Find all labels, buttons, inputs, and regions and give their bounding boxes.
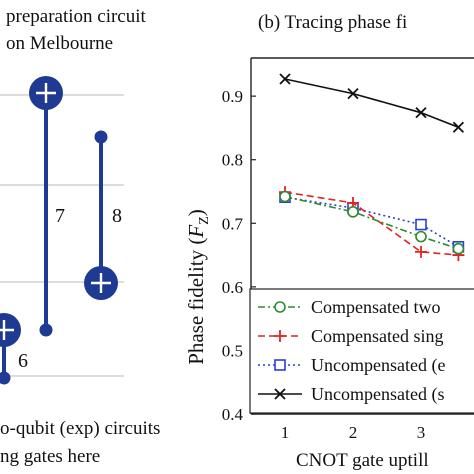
- circuit-title-line2: on Melbourne: [6, 33, 113, 54]
- series-line: [284, 195, 459, 250]
- series-cross: [279, 73, 465, 133]
- legend-marker: [274, 359, 286, 371]
- y-tick-label: 0.8: [222, 151, 243, 170]
- y-axis-label-symbol: F: [184, 225, 208, 239]
- circuit-title-line1: preparation circuit: [6, 6, 147, 27]
- legend-box: [249, 288, 474, 414]
- series-plus: [279, 186, 465, 262]
- control-dot: [39, 323, 53, 337]
- circuit-footer-line2: ng gates here: [0, 446, 100, 467]
- y-tick-label: 0.7: [222, 214, 244, 233]
- y-tick-label: 0.9: [222, 87, 243, 106]
- series-line: [284, 78, 459, 129]
- legend-marker: [274, 301, 286, 313]
- legend: Compensated two Compensated sing Uncompens…: [249, 288, 474, 414]
- legend-label: Uncompensated (e: [311, 355, 445, 376]
- series-square: [279, 191, 465, 253]
- legend-label: Uncompensated (s: [311, 384, 444, 405]
- circuit-panel: preparation circuit on Melbourne 7 8: [0, 6, 160, 467]
- control-dot: [0, 371, 11, 385]
- y-tick-label: 0.5: [222, 341, 243, 360]
- x-axis-label: CNOT gate uptill: [296, 450, 429, 471]
- data-point: [347, 206, 359, 218]
- x-tick-label: 2: [349, 423, 358, 442]
- y-tick-label: 0.4: [222, 405, 244, 424]
- cnot-gate-6: [0, 313, 21, 385]
- y-axis-label-close: ): [184, 209, 208, 216]
- cnot-gate-7: [29, 76, 63, 337]
- data-point: [415, 230, 427, 243]
- series-line: [284, 191, 459, 256]
- x-tick-label: 3: [417, 423, 426, 442]
- gate-number-7: 7: [55, 205, 65, 227]
- legend-label: Compensated sing: [311, 326, 444, 346]
- y-tick-label: 0.6: [222, 278, 243, 297]
- data-point: [279, 190, 291, 203]
- data-point: [279, 73, 291, 85]
- control-dot: [94, 130, 108, 144]
- series-line: [284, 196, 459, 248]
- legend-marker: [274, 330, 286, 342]
- legend-label: Compensated two: [311, 297, 440, 317]
- circuit-footer-line1: o-qubit (exp) circuits: [0, 418, 160, 439]
- data-point: [415, 245, 427, 258]
- chart-panel-label: (b) Tracing phase fi: [258, 12, 407, 33]
- data-point: [347, 87, 359, 100]
- y-axis-label-subscript: Z: [197, 216, 212, 225]
- gate-number-6: 6: [18, 350, 28, 372]
- data-point: [415, 218, 427, 231]
- legend-marker: [274, 388, 286, 400]
- cnot-gate-8: [84, 130, 118, 300]
- data-point: [452, 121, 465, 133]
- chart-panel: (b) Tracing phase fi Phase fidelity (FZ)…: [184, 12, 474, 471]
- series-circle: [279, 190, 465, 255]
- data-point: [415, 107, 427, 119]
- y-axis-label-main: Phase fidelity (: [184, 238, 208, 365]
- x-tick-label: 1: [281, 423, 290, 442]
- gate-number-8: 8: [112, 205, 122, 227]
- y-axis-label: Phase fidelity (FZ): [184, 209, 212, 365]
- data-point: [452, 242, 465, 255]
